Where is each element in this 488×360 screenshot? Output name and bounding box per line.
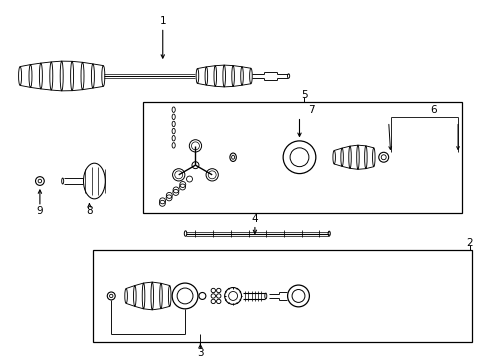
Text: 5: 5 [301,90,307,100]
Bar [93,250,471,342]
Text: 9: 9 [37,206,43,216]
Bar [142,102,461,213]
Circle shape [191,142,199,150]
Circle shape [208,171,216,179]
Text: 2: 2 [466,238,472,248]
Circle shape [174,171,183,179]
Text: 1: 1 [159,15,166,26]
Text: 8: 8 [86,206,93,216]
Text: 6: 6 [429,105,436,115]
Text: 4: 4 [251,214,258,224]
Text: 3: 3 [197,348,203,359]
Text: 7: 7 [307,105,314,115]
